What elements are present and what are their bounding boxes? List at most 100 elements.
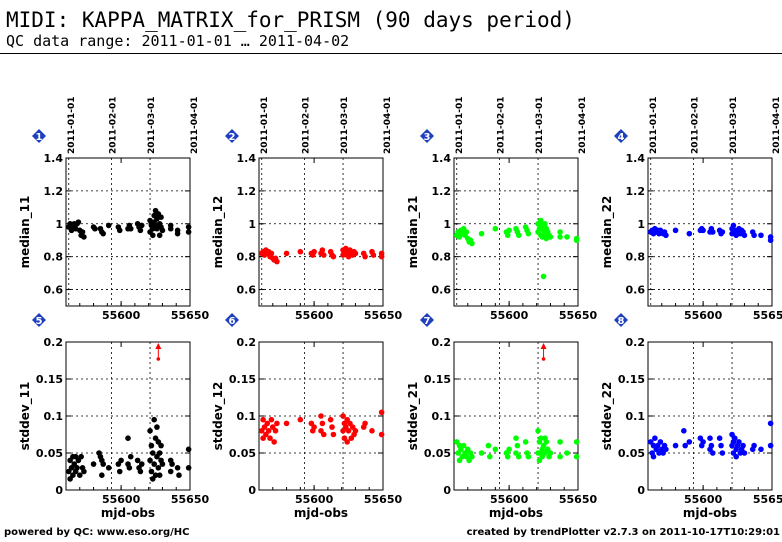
date-tick-label: 2011-01-01 bbox=[67, 96, 77, 154]
panel-number: 7 bbox=[424, 316, 431, 327]
data-point bbox=[159, 227, 166, 234]
x-tick-label: 55600 bbox=[490, 309, 529, 322]
x-tick-label: 55650 bbox=[559, 493, 598, 506]
y-tick-label: 0.6 bbox=[44, 284, 64, 297]
data-point bbox=[478, 450, 485, 456]
panel-badge-icon bbox=[420, 129, 434, 143]
date-tick-label: 2011-01-01 bbox=[649, 96, 659, 154]
panel-number: 6 bbox=[229, 316, 236, 327]
panel-badge-icon bbox=[614, 129, 628, 143]
data-point bbox=[151, 461, 157, 467]
panel-7: 7 0 0.05 0.1 0.15 0.2 55600 55650 stddev_21 mjd-o… bbox=[406, 313, 597, 520]
data-point bbox=[264, 420, 271, 427]
data-point bbox=[557, 234, 563, 240]
x-axis-label: mjd-obs bbox=[683, 506, 737, 520]
y-tick-label: 0.1 bbox=[44, 410, 64, 423]
y-tick-label: 1 bbox=[637, 218, 645, 231]
data-point bbox=[514, 442, 521, 449]
data-point bbox=[485, 442, 492, 449]
data-point bbox=[185, 446, 192, 453]
panel-5: 5 0 0.05 0.1 0.15 0.2 55600 55650 stddev_11 mjd-o… bbox=[18, 313, 209, 520]
data-point bbox=[344, 439, 350, 445]
y-tick-label: 1 bbox=[55, 218, 63, 231]
data-point bbox=[126, 465, 133, 471]
data-point bbox=[663, 232, 669, 239]
data-point bbox=[169, 461, 175, 467]
data-point bbox=[90, 461, 97, 467]
date-tick-label: 2011-02-01 bbox=[690, 96, 700, 154]
y-tick-label: 0 bbox=[248, 484, 256, 497]
data-point bbox=[174, 230, 181, 237]
y-tick-label: 1.2 bbox=[432, 185, 452, 198]
data-point bbox=[707, 435, 713, 442]
data-point bbox=[319, 247, 326, 253]
data-point bbox=[557, 439, 563, 445]
data-point bbox=[492, 446, 499, 453]
data-point bbox=[540, 273, 547, 280]
y-tick-label: 0 bbox=[55, 484, 63, 497]
y-tick-label: 0.05 bbox=[36, 447, 63, 460]
data-point bbox=[116, 468, 123, 475]
x-tick-label: 55600 bbox=[295, 309, 334, 322]
x-axis-label: mjd-obs bbox=[294, 506, 348, 520]
y-tick-label: 0 bbox=[637, 484, 645, 497]
data-point bbox=[378, 431, 385, 438]
data-point bbox=[758, 446, 764, 453]
data-point bbox=[118, 457, 124, 464]
header-divider bbox=[0, 53, 782, 54]
data-point bbox=[672, 442, 679, 449]
data-point bbox=[156, 472, 163, 479]
data-point bbox=[469, 240, 475, 247]
data-point bbox=[100, 461, 106, 467]
data-point bbox=[76, 472, 83, 479]
data-point bbox=[543, 439, 550, 445]
data-point bbox=[159, 461, 166, 467]
data-point bbox=[150, 450, 156, 456]
data-point bbox=[81, 468, 87, 475]
y-tick-label: 1.4 bbox=[626, 152, 646, 165]
data-point bbox=[352, 250, 359, 257]
data-point bbox=[329, 424, 335, 430]
data-point bbox=[504, 232, 511, 239]
data-point bbox=[297, 416, 304, 423]
data-point bbox=[506, 446, 512, 453]
data-point bbox=[345, 428, 352, 434]
data-point bbox=[138, 461, 145, 467]
data-point bbox=[708, 442, 715, 449]
plot-frame bbox=[258, 157, 384, 307]
y-tick-label: 0.1 bbox=[432, 410, 452, 423]
data-point bbox=[515, 232, 522, 239]
y-axis-label: median_12 bbox=[211, 196, 226, 269]
data-point bbox=[272, 428, 279, 434]
data-point bbox=[369, 428, 375, 434]
data-point bbox=[100, 230, 106, 237]
data-point bbox=[158, 214, 164, 220]
data-point bbox=[758, 232, 764, 239]
data-point bbox=[700, 439, 706, 445]
y-tick-label: 0.1 bbox=[237, 410, 257, 423]
x-tick-label: 55600 bbox=[684, 493, 723, 506]
data-point bbox=[268, 250, 275, 257]
date-tick-label: 2011-02-01 bbox=[301, 96, 311, 154]
x-axis-label: mjd-obs bbox=[489, 506, 543, 520]
date-tick-label: 2011-04-01 bbox=[772, 96, 782, 154]
y-tick-label: 0.2 bbox=[626, 336, 646, 349]
data-point bbox=[267, 435, 273, 442]
y-axis-label: median_22 bbox=[600, 196, 615, 269]
panel-number: 4 bbox=[618, 132, 625, 143]
y-tick-label: 0 bbox=[443, 484, 451, 497]
y-tick-label: 1.2 bbox=[237, 185, 257, 198]
y-tick-label: 0.05 bbox=[229, 447, 256, 460]
data-point bbox=[564, 450, 570, 456]
data-point bbox=[260, 416, 266, 423]
data-point bbox=[152, 472, 159, 479]
y-tick-label: 0.05 bbox=[424, 447, 451, 460]
data-point bbox=[340, 413, 346, 419]
data-point bbox=[74, 465, 80, 471]
date-tick-label: 2011-02-01 bbox=[496, 96, 506, 154]
y-tick-label: 1.4 bbox=[432, 152, 452, 165]
data-point bbox=[573, 453, 580, 460]
data-point bbox=[268, 416, 275, 423]
y-tick-label: 0.05 bbox=[618, 447, 645, 460]
data-point bbox=[538, 435, 544, 442]
